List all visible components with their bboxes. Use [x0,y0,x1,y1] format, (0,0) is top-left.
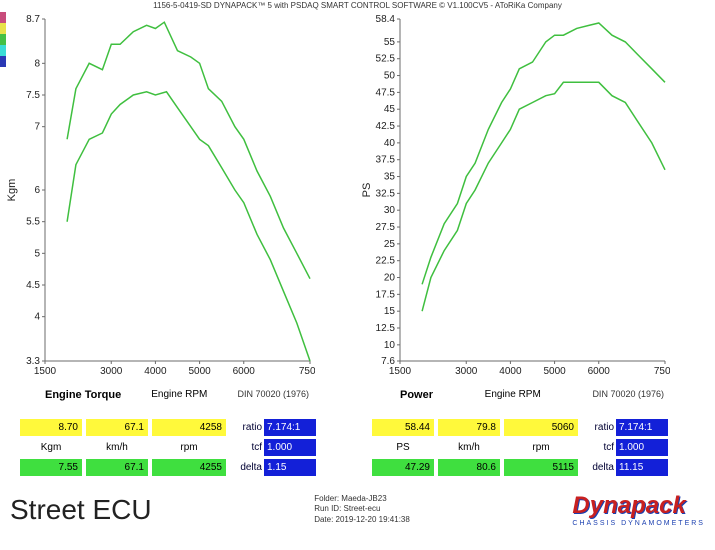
svg-text:15: 15 [384,306,396,317]
run-metadata: Folder: Maeda-JB23Run ID: Street-ecuDate… [314,494,410,525]
svg-text:3000: 3000 [455,366,478,377]
footer: Street ECU Folder: Maeda-JB23Run ID: Str… [10,492,705,527]
chart-title: Engine Torque [45,389,121,401]
svg-text:7.5: 7.5 [26,90,40,101]
svg-text:40: 40 [384,138,396,149]
svg-text:37.5: 37.5 [376,155,396,166]
brand-label: Street ECU [10,494,152,526]
svg-text:4: 4 [34,312,40,323]
dynapack-logo: Dynapack CHASSIS DYNAMOMETERS [572,492,705,527]
svg-text:4000: 4000 [144,366,167,377]
svg-text:1500: 1500 [34,366,57,377]
svg-text:3000: 3000 [100,366,123,377]
svg-text:8.7: 8.7 [26,14,40,25]
svg-text:5.5: 5.5 [26,217,40,228]
svg-text:7500: 7500 [654,366,670,377]
svg-text:1500: 1500 [389,366,412,377]
svg-text:27.5: 27.5 [376,222,396,233]
svg-text:6000: 6000 [588,366,611,377]
svg-text:5: 5 [34,248,40,259]
svg-text:10: 10 [384,340,396,351]
svg-text:5000: 5000 [188,366,211,377]
svg-text:50: 50 [384,71,396,82]
header-text: 1156-5-0419-SD DYNAPACK™ 5 with PSDAQ SM… [0,1,715,10]
svg-text:32.5: 32.5 [376,188,396,199]
svg-text:6000: 6000 [233,366,256,377]
svg-text:17.5: 17.5 [376,289,396,300]
svg-text:Kgm: Kgm [6,179,18,202]
svg-text:55: 55 [384,37,396,48]
svg-text:6: 6 [34,185,40,196]
svg-text:4.5: 4.5 [26,280,40,291]
svg-text:7: 7 [34,122,40,133]
svg-text:35: 35 [384,172,396,183]
svg-text:22.5: 22.5 [376,256,396,267]
svg-text:58.4: 58.4 [376,14,396,25]
svg-text:8: 8 [34,58,40,69]
chart-title: Power [400,389,433,401]
svg-text:42.5: 42.5 [376,121,396,132]
svg-text:25: 25 [384,239,396,250]
data-tables: 8.7067.14258ratio7.174:1Kgmkm/hrpmtcf1.0… [10,418,705,478]
svg-text:30: 30 [384,205,396,216]
svg-text:PS: PS [361,183,373,198]
svg-text:52.5: 52.5 [376,54,396,65]
power-chart: 7.61012.51517.52022.52527.53032.53537.54… [360,14,670,401]
svg-text:5000: 5000 [543,366,566,377]
svg-text:7500: 7500 [299,366,315,377]
torque-chart: 3.344.555.5677.588.715003000400050006000… [5,14,315,401]
svg-text:4000: 4000 [499,366,522,377]
svg-text:45: 45 [384,104,396,115]
svg-text:20: 20 [384,273,396,284]
svg-text:47.5: 47.5 [376,87,396,98]
svg-text:12.5: 12.5 [376,323,396,334]
